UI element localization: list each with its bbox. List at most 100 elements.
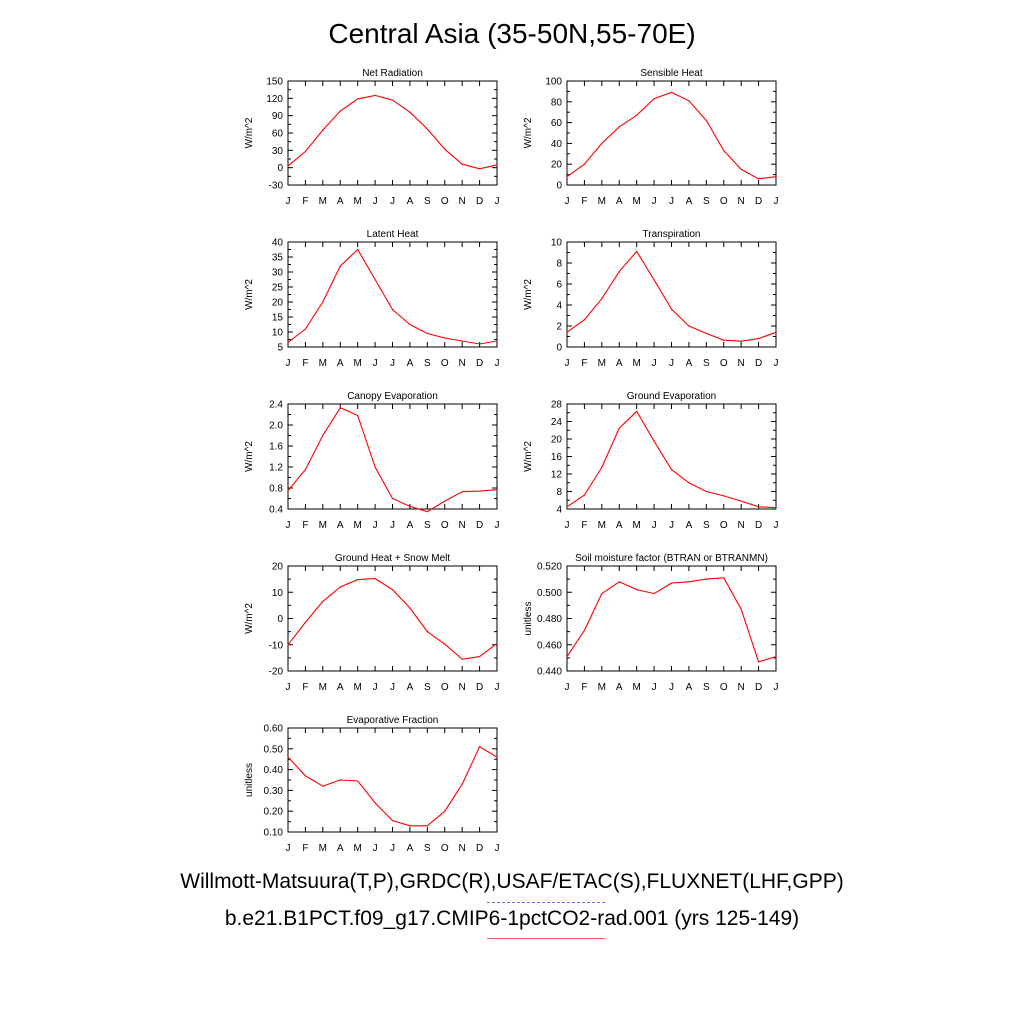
data-point xyxy=(322,785,324,787)
x-tick-label: S xyxy=(703,520,710,531)
x-tick-label: F xyxy=(302,358,308,369)
plot-frame xyxy=(287,727,498,833)
x-tick-label: J xyxy=(390,196,395,207)
x-tick-label: M xyxy=(353,843,361,854)
x-tick-label: O xyxy=(441,358,449,369)
x-tick-label: D xyxy=(476,358,483,369)
data-point xyxy=(583,494,586,496)
y-tick-label: 12 xyxy=(551,470,563,481)
data-point xyxy=(409,323,411,326)
x-tick-label: O xyxy=(441,196,449,207)
data-point xyxy=(775,655,777,658)
x-tick-label: J xyxy=(286,358,291,369)
x-tick-label: S xyxy=(703,358,710,369)
y-tick-label: 1.2 xyxy=(269,463,283,474)
x-tick-label: A xyxy=(407,682,414,693)
data-point xyxy=(426,128,428,130)
data-point xyxy=(566,506,568,508)
y-tick-label: 30 xyxy=(272,268,284,279)
data-point xyxy=(339,779,341,781)
x-tick-label: F xyxy=(302,843,308,854)
model-legend-line xyxy=(487,938,605,939)
data-point xyxy=(322,301,324,303)
data-point xyxy=(757,661,760,663)
series-line xyxy=(287,94,498,170)
x-tick-label: N xyxy=(738,682,745,693)
x-tick-label: S xyxy=(424,843,431,854)
x-tick-label: J xyxy=(565,196,570,207)
x-tick-label: J xyxy=(373,843,378,854)
y-tick-label: 28 xyxy=(551,400,563,411)
x-tick-label: J xyxy=(669,358,674,369)
data-point xyxy=(374,578,376,580)
data-point xyxy=(339,265,341,267)
series-line xyxy=(287,745,498,827)
y-tick-label: 20 xyxy=(272,298,284,309)
x-tick-label: J xyxy=(565,520,570,531)
x-tick-label: N xyxy=(459,520,466,531)
y-tick-label: 2.4 xyxy=(269,400,283,411)
data-point xyxy=(304,469,307,471)
y-tick-label: 0.10 xyxy=(264,828,284,839)
x-tick-label: M xyxy=(319,520,327,531)
x-tick-label: O xyxy=(441,520,449,531)
y-tick-label: 0.8 xyxy=(269,484,283,495)
data-point xyxy=(339,586,341,588)
y-tick-label: 15 xyxy=(272,313,284,324)
y-tick-label: 35 xyxy=(272,253,284,264)
data-point xyxy=(688,100,690,102)
data-point xyxy=(478,168,481,170)
x-tick-label: S xyxy=(424,682,431,693)
y-tick-label: 40 xyxy=(272,238,284,249)
plot-frame xyxy=(287,241,498,348)
data-point xyxy=(461,783,463,785)
data-point xyxy=(653,279,655,281)
data-point xyxy=(583,629,586,631)
data-point xyxy=(357,579,359,581)
data-point xyxy=(287,756,289,758)
x-tick-label: J xyxy=(390,358,395,369)
y-tick-label: 1.6 xyxy=(269,442,283,453)
x-tick-label: J xyxy=(390,682,395,693)
panel-title: Evaporative Fraction xyxy=(347,715,439,726)
x-tick-label: O xyxy=(441,843,449,854)
y-axis-label: W/m^2 xyxy=(244,441,255,472)
x-tick-label: M xyxy=(598,358,606,369)
data-point xyxy=(409,111,411,113)
x-tick-label: J xyxy=(373,196,378,207)
x-tick-label: M xyxy=(598,520,606,531)
data-point xyxy=(444,337,446,339)
data-point xyxy=(775,331,777,333)
data-point xyxy=(287,165,289,167)
panel-title: Transpiration xyxy=(643,229,701,240)
x-tick-label: N xyxy=(459,358,466,369)
x-tick-label: J xyxy=(652,682,657,693)
data-point xyxy=(461,658,463,660)
data-point xyxy=(478,655,481,658)
data-point xyxy=(409,505,411,507)
y-tick-label: 0.460 xyxy=(537,640,562,651)
x-tick-label: M xyxy=(353,682,361,693)
x-tick-label: M xyxy=(632,520,640,531)
data-point xyxy=(723,495,725,497)
x-tick-label: J xyxy=(373,682,378,693)
x-tick-label: D xyxy=(755,520,762,531)
data-point xyxy=(444,148,446,150)
data-point xyxy=(705,490,707,493)
data-point xyxy=(566,176,568,178)
data-point xyxy=(478,490,481,492)
data-point xyxy=(426,332,428,335)
x-tick-label: J xyxy=(774,196,779,207)
x-tick-label: J xyxy=(373,520,378,531)
y-tick-label: 0.4 xyxy=(269,505,283,516)
x-tick-label: J xyxy=(652,196,657,207)
data-point xyxy=(566,331,568,333)
data-point xyxy=(670,582,673,584)
data-point xyxy=(601,142,603,144)
data-point xyxy=(304,621,307,624)
x-tick-label: O xyxy=(720,520,728,531)
x-tick-label: A xyxy=(337,520,344,531)
